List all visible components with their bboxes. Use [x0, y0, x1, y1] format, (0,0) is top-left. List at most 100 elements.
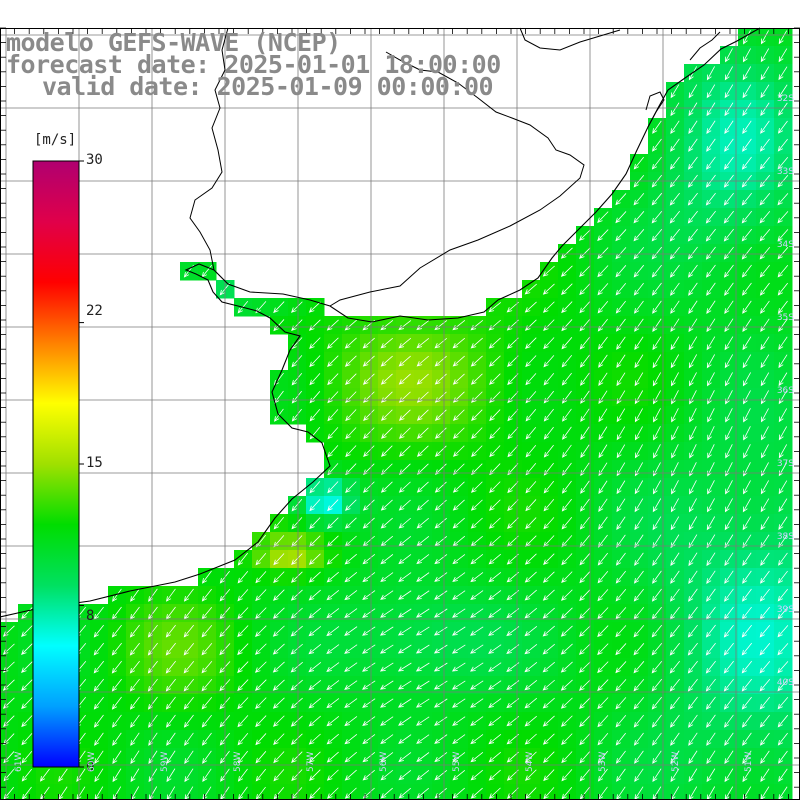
wind-arrow — [687, 642, 698, 656]
wind-arrow — [488, 499, 501, 511]
wind-arrow — [434, 481, 447, 493]
wind-arrow — [543, 444, 554, 458]
wind-arrow — [344, 337, 357, 349]
wind-arrow — [633, 247, 645, 260]
wind-arrow — [380, 355, 393, 367]
wind-speed-cell — [450, 784, 469, 800]
wind-arrow — [706, 750, 716, 765]
wind-arrow — [741, 246, 752, 260]
wind-arrow — [652, 480, 661, 495]
wind-arrow — [543, 499, 555, 512]
wind-arrow — [615, 318, 626, 332]
wind-arrow — [488, 751, 502, 763]
wind-arrow — [561, 354, 573, 368]
wind-arrow — [724, 102, 734, 117]
wind-arrow — [507, 355, 519, 367]
wind-arrow — [724, 282, 734, 296]
wind-arrow — [398, 787, 411, 799]
wind-arrow — [777, 732, 788, 746]
wind-arrow — [416, 391, 429, 403]
wind-arrow — [433, 698, 448, 708]
wind-arrow — [184, 750, 194, 764]
wind-arrow — [381, 427, 393, 439]
wind-arrow — [724, 570, 734, 584]
wind-arrow — [471, 409, 483, 421]
wind-arrow — [344, 590, 358, 601]
wind-arrow — [597, 552, 609, 566]
brazil-border — [519, 27, 621, 51]
wind-arrow — [201, 643, 213, 656]
wind-arrow — [580, 498, 590, 512]
wind-arrow — [507, 391, 519, 404]
wind-arrow — [344, 626, 358, 636]
wind-arrow — [777, 625, 789, 638]
wind-arrow — [525, 355, 537, 368]
wind-arrow — [760, 300, 770, 314]
wind-arrow — [579, 607, 591, 619]
wind-arrow — [398, 770, 412, 781]
wind-arrow — [291, 408, 302, 422]
wind-arrow — [689, 408, 697, 423]
wind-arrow — [616, 372, 626, 387]
wind-arrow — [670, 516, 680, 531]
wind-arrow — [759, 282, 770, 296]
wind-arrow — [398, 752, 412, 763]
wind-arrow — [344, 571, 358, 583]
wind-arrow — [452, 769, 466, 781]
wind-arrow — [112, 768, 122, 783]
wind-arrow — [21, 625, 33, 638]
wind-arrow — [615, 625, 627, 638]
wind-arrow — [147, 624, 158, 638]
wind-arrow — [272, 607, 285, 619]
wind-arrow — [652, 498, 662, 513]
wind-arrow — [579, 516, 590, 530]
wind-arrow — [759, 678, 771, 692]
wind-arrow — [415, 662, 430, 672]
wind-arrow — [633, 643, 645, 656]
wind-arrow — [742, 516, 752, 531]
wind-arrow — [578, 679, 591, 691]
wind-arrow — [451, 680, 466, 690]
wind-arrow — [759, 624, 771, 638]
wind-arrow — [634, 372, 644, 387]
wind-arrow — [669, 228, 680, 242]
wind-arrow — [651, 678, 663, 692]
wind-arrow — [597, 643, 609, 656]
lon-label: 58W — [233, 751, 243, 772]
wind-arrow — [93, 642, 105, 656]
wind-arrow — [561, 480, 572, 494]
wind-arrow — [741, 642, 753, 656]
wind-arrow — [488, 644, 502, 654]
wind-arrow — [416, 734, 430, 744]
wind-arrow — [651, 228, 663, 242]
wind-arrow — [398, 445, 411, 457]
wind-arrow — [273, 751, 285, 764]
wind-arrow — [273, 589, 285, 601]
wind-arrow — [669, 156, 680, 170]
wind-arrow — [653, 462, 661, 477]
wind-arrow — [777, 264, 789, 278]
wind-arrow — [724, 66, 734, 81]
wind-arrow — [741, 192, 753, 206]
wind-arrow — [398, 499, 411, 511]
wind-arrow — [579, 553, 591, 566]
wind-arrow — [470, 590, 484, 600]
wind-arrow — [597, 625, 609, 638]
wind-arrow — [616, 768, 626, 782]
wind-arrow — [489, 409, 501, 422]
wind-arrow — [327, 517, 339, 529]
wind-arrow — [434, 752, 448, 763]
wind-arrow — [633, 714, 644, 728]
wind-arrow — [743, 462, 751, 477]
wind-arrow — [634, 534, 644, 548]
wind-arrow — [380, 337, 394, 349]
wind-arrow — [687, 246, 698, 260]
wind-arrow — [561, 553, 573, 566]
wind-arrow — [579, 247, 591, 259]
wind-arrow — [309, 355, 321, 368]
wind-arrow — [434, 517, 447, 529]
wind-arrow — [651, 642, 663, 656]
wind-arrow — [778, 498, 788, 513]
wind-arrow — [183, 678, 195, 692]
wind-arrow — [615, 229, 627, 242]
